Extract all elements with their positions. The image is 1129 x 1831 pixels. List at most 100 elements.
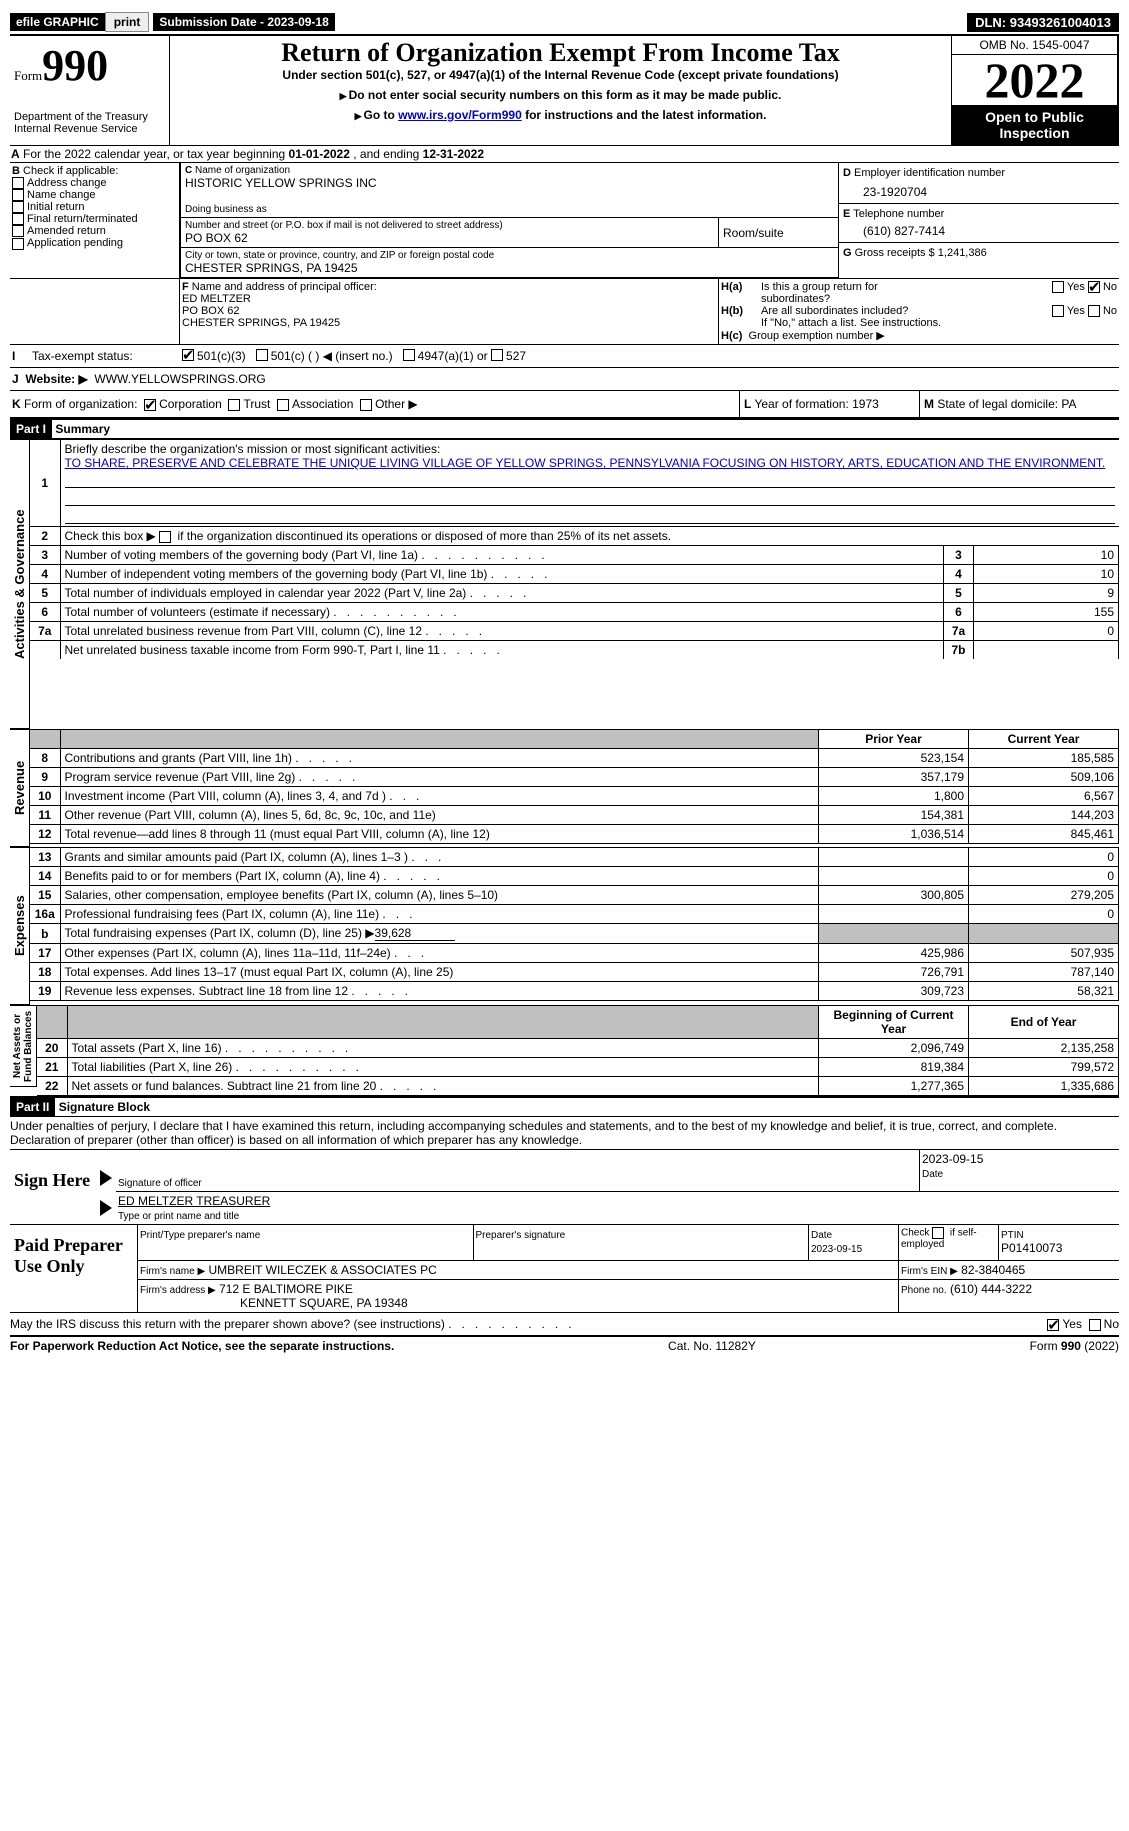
print-button[interactable]: print [105, 12, 150, 32]
officer-print-name: ED MELTZER TREASURER [118, 1194, 1117, 1208]
p14 [819, 867, 969, 886]
b-name: Name change [27, 189, 96, 201]
form-subtitle: Under section 501(c), 527, or 4947(a)(1)… [172, 68, 949, 82]
section-i: I Tax-exempt status: 501(c)(3) 501(c) ( … [10, 344, 1119, 367]
no-label: No [1103, 281, 1117, 293]
part2-header: Part II Signature Block [10, 1096, 1119, 1117]
v4: 10 [974, 565, 1119, 584]
hdr-curr: Current Year [1008, 732, 1080, 746]
section-bg: B Check if applicable: Address change Na… [10, 163, 1119, 278]
chk-discuss-yes[interactable] [1047, 1319, 1059, 1331]
chk-discuss-no[interactable] [1089, 1319, 1101, 1331]
chk-ha-no[interactable] [1088, 281, 1100, 293]
street-value: PO BOX 62 [185, 231, 714, 245]
q13: Grants and similar amounts paid (Part IX… [65, 850, 442, 864]
chk-application[interactable] [12, 238, 24, 250]
chk-amended[interactable] [12, 225, 24, 237]
c16a: 0 [969, 905, 1119, 924]
mission-text[interactable]: TO SHARE, PRESERVE AND CELEBRATE THE UNI… [65, 456, 1106, 470]
chk-ha-yes[interactable] [1052, 281, 1064, 293]
part1-header: Part I Summary [10, 419, 1119, 439]
yes-label: Yes [1062, 1317, 1082, 1331]
prep-date: 2023-09-15 [811, 1244, 862, 1255]
chk-discontinued[interactable] [159, 531, 171, 543]
yes-label: Yes [1067, 305, 1085, 317]
c-name-label: Name of organization [195, 165, 290, 176]
p10: 1,800 [819, 787, 969, 806]
q12: Total revenue—add lines 8 through 11 (mu… [65, 827, 490, 841]
p17: 425,986 [819, 944, 969, 963]
hdr-prior: Prior Year [865, 732, 921, 746]
goto-post: for instructions and the latest informat… [522, 108, 767, 122]
q20: Total assets (Part X, line 16) [72, 1041, 349, 1055]
sub-label: Submission Date - [159, 15, 267, 29]
firm-phone: (610) 444-3222 [950, 1282, 1032, 1296]
no-label: No [1103, 305, 1117, 317]
goto-pre: Go to [363, 108, 398, 122]
k-corp: Corporation [159, 397, 222, 411]
officer-addr1: PO BOX 62 [182, 305, 239, 317]
q15: Salaries, other compensation, employee b… [65, 888, 499, 902]
q16b-pre: Total fundraising expenses (Part IX, col… [65, 926, 375, 940]
chk-501c[interactable] [256, 349, 268, 361]
c10: 6,567 [969, 787, 1119, 806]
chk-final-return[interactable] [12, 213, 24, 225]
d-label: Employer identification number [854, 167, 1005, 179]
q22: Net assets or fund balances. Subtract li… [72, 1079, 437, 1093]
irs-label: Internal Revenue Service [14, 123, 165, 135]
q1-text: Briefly describe the organization's miss… [65, 442, 441, 456]
p22: 1,277,365 [819, 1077, 969, 1096]
street-label: Number and street (or P.O. box if mail i… [185, 220, 714, 231]
f-label: Name and address of principal officer: [192, 281, 377, 293]
ein-label: Firm's EIN ▶ [901, 1266, 958, 1277]
i-501c: 501(c) ( ) ◀ (insert no.) [271, 349, 393, 363]
chk-4947[interactable] [403, 349, 415, 361]
j-label: Website: ▶ [25, 372, 87, 386]
firm-ein: 82-3840465 [961, 1263, 1025, 1277]
i-501c3: 501(c)(3) [197, 349, 246, 363]
chk-assoc[interactable] [277, 399, 289, 411]
c17: 507,935 [969, 944, 1119, 963]
q4: Number of independent voting members of … [65, 567, 548, 581]
city-value: CHESTER SPRINGS, PA 19425 [185, 261, 834, 275]
chk-527[interactable] [491, 349, 503, 361]
form-word: Form [14, 68, 42, 83]
q9: Program service revenue (Part VIII, line… [65, 770, 356, 784]
officer-addr2: CHESTER SPRINGS, PA 19425 [182, 317, 340, 329]
sig-date-label: Date [922, 1169, 943, 1180]
m-label: State of legal domicile: [937, 397, 1061, 411]
paid-preparer-block: Paid Preparer Use Only Print/Type prepar… [10, 1225, 1119, 1313]
hdr-eoy: End of Year [1011, 1015, 1077, 1029]
section-klm: K Form of organization: Corporation Trus… [10, 391, 1119, 419]
chk-501c3[interactable] [182, 349, 194, 361]
top-bar: efile GRAPHIC print Submission Date - 20… [10, 10, 1119, 34]
ha-line2: subordinates? [761, 293, 830, 305]
part2-title: Signature Block [59, 1100, 150, 1114]
hdr-boy: Beginning of Current Year [834, 1008, 954, 1036]
chk-name-change[interactable] [12, 189, 24, 201]
form-990-logo: Form990 [14, 40, 165, 91]
gross-receipts: 1,241,386 [938, 247, 987, 259]
p19: 309,723 [819, 982, 969, 1001]
city-label: City or town, state or province, country… [185, 250, 834, 261]
p12: 1,036,514 [819, 825, 969, 844]
b-amend: Amended return [27, 225, 106, 237]
c13: 0 [969, 848, 1119, 867]
chk-hb-yes[interactable] [1052, 305, 1064, 317]
k-other: Other ▶ [375, 397, 418, 411]
chk-address-change[interactable] [12, 177, 24, 189]
chk-other[interactable] [360, 399, 372, 411]
submission-date: Submission Date - 2023-09-18 [153, 13, 334, 31]
chk-trust[interactable] [228, 399, 240, 411]
chk-initial-return[interactable] [12, 201, 24, 213]
dln: DLN: 93493261004013 [967, 13, 1119, 32]
q7a: Total unrelated business revenue from Pa… [65, 624, 483, 638]
b-init: Initial return [27, 201, 84, 213]
firm-name: UMBREIT WILECZEK & ASSOCIATES PC [209, 1263, 437, 1277]
chk-hb-no[interactable] [1088, 305, 1100, 317]
q2-post: if the organization discontinued its ope… [177, 529, 671, 543]
irs-link[interactable]: www.irs.gov/Form990 [398, 108, 522, 122]
chk-corp[interactable] [144, 399, 156, 411]
q16a: Professional fundraising fees (Part IX, … [65, 907, 413, 921]
chk-self-employed[interactable] [932, 1227, 944, 1239]
